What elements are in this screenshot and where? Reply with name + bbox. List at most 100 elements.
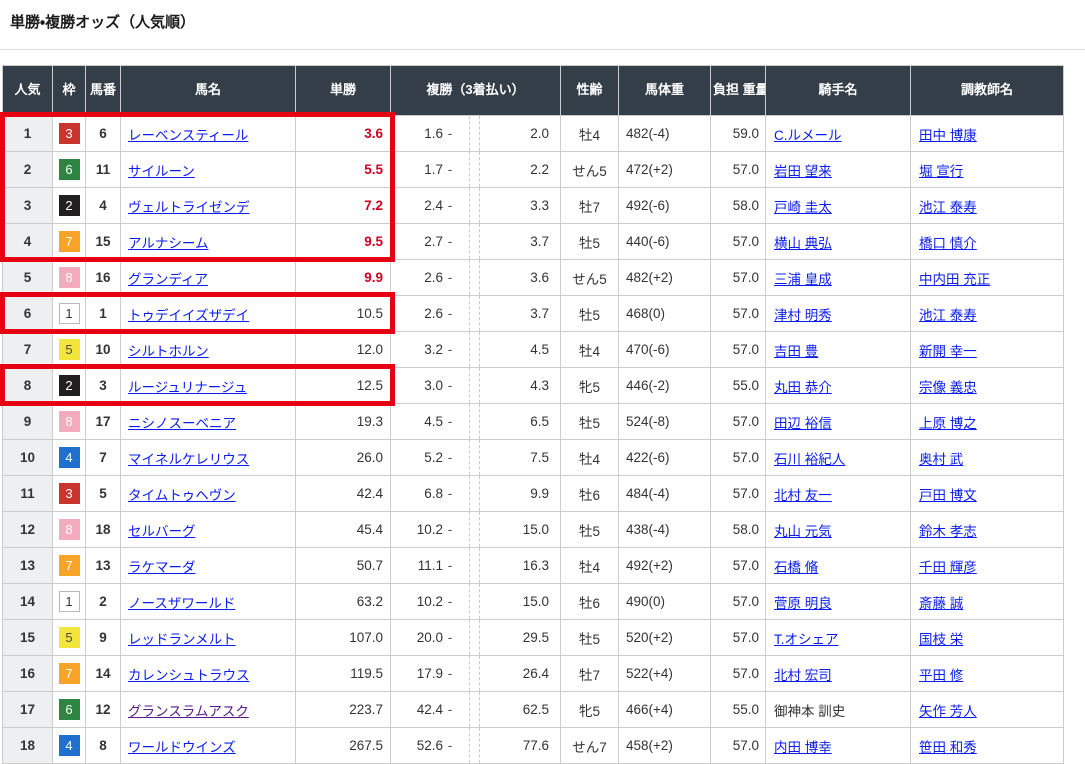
place-odds-max: 3.3	[530, 198, 549, 213]
trainer-link[interactable]: 池江 泰寿	[919, 307, 977, 323]
jockey-link[interactable]: T.オシェア	[774, 631, 839, 647]
horse-name-link[interactable]: アルナシーム	[128, 235, 209, 251]
horse-name-link[interactable]: ルージュリナージュ	[128, 379, 248, 395]
horse-name-link[interactable]: ニシノスーベニア	[128, 415, 236, 431]
frame-number-badge: 8	[58, 267, 80, 288]
horse-name-link[interactable]: シルトホルン	[128, 343, 209, 359]
place-odds-range: 2.7 - 3.7	[392, 224, 560, 259]
frame-number-badge: 4	[58, 447, 80, 468]
rank-cell: 18	[2, 727, 53, 764]
rank-cell: 6	[2, 295, 53, 332]
trainer-link[interactable]: 新開 幸一	[919, 343, 977, 359]
horse-name-link[interactable]: ラケマーダ	[128, 559, 196, 575]
jockey-link[interactable]: 吉田 豊	[774, 343, 819, 359]
horse-name-link[interactable]: ノースザワールド	[128, 595, 236, 611]
jockey-link[interactable]: 岩田 望来	[774, 163, 832, 179]
trainer-link[interactable]: 矢作 芳人	[919, 703, 977, 719]
jockey-link[interactable]: 内田 博幸	[774, 739, 832, 755]
horse-name-link[interactable]: サイルーン	[128, 163, 195, 179]
win-odds-cell: 223.7	[295, 691, 391, 728]
horse-number-value: 11	[95, 162, 111, 177]
trainer-link[interactable]: 田中 博康	[919, 127, 977, 143]
jockey-link[interactable]: 丸田 恭介	[774, 379, 832, 395]
horse-weight-value: 458(+2)	[626, 738, 673, 753]
jockey-link[interactable]: 丸山 元気	[774, 523, 832, 539]
sex-age-cell: せん7	[560, 727, 619, 764]
horse-name-link[interactable]: グランスラムアスク	[128, 703, 249, 719]
horse-number-cell: 12	[85, 691, 121, 728]
jockey-link[interactable]: 石橋 脩	[774, 559, 819, 575]
jockey-link[interactable]: 北村 宏司	[774, 667, 832, 683]
horse-name-link[interactable]: セルバーグ	[128, 523, 196, 539]
horse-weight-value: 470(-6)	[626, 342, 670, 357]
frame-cell: 1	[52, 295, 86, 332]
trainer-link[interactable]: 奥村 武	[919, 451, 964, 467]
trainer-link[interactable]: 中内田 充正	[919, 271, 991, 287]
jockey-link[interactable]: 菅原 明良	[774, 595, 832, 611]
rank-value: 8	[23, 378, 32, 393]
jockey-link[interactable]: C.ルメール	[774, 127, 842, 143]
trainer-link[interactable]: 上原 博之	[919, 415, 977, 431]
horse-weight-cell: 458(+2)	[618, 727, 711, 764]
sex-age-cell: せん5	[560, 259, 619, 296]
impost-cell: 58.0	[710, 511, 766, 548]
horse-name-link[interactable]: ワールドウインズ	[128, 739, 236, 755]
rank-value: 13	[19, 558, 36, 573]
horse-weight-value: 422(-6)	[626, 450, 670, 465]
place-odds-max: 15.0	[522, 594, 549, 609]
jockey-link[interactable]: 津村 明秀	[774, 307, 832, 323]
horse-name-link[interactable]: グランディア	[128, 271, 209, 287]
place-odds-max: 3.6	[530, 270, 549, 285]
table-row: 18 4 8 ワールドウインズ 267.5 52.6 - 77.6 せん7 45…	[2, 727, 1064, 764]
horse-name-link[interactable]: レッドランメルト	[128, 631, 236, 647]
place-odds-range: 3.0 - 4.3	[392, 368, 560, 403]
trainer-link[interactable]: 平田 修	[919, 667, 964, 683]
horse-name-link[interactable]: レーベンスティール	[128, 127, 249, 143]
jockey-link[interactable]: 田辺 裕信	[774, 415, 832, 431]
rank-cell: 12	[2, 511, 53, 548]
jockey-link[interactable]: 北村 友一	[774, 487, 832, 503]
jockey-cell: 三浦 皇成	[765, 259, 911, 296]
trainer-link[interactable]: 橋口 慎介	[919, 235, 977, 251]
trainer-link[interactable]: 堀 宣行	[919, 163, 964, 179]
place-odds-max: 29.5	[522, 630, 549, 645]
horse-name-link[interactable]: ヴェルトライゼンデ	[128, 199, 250, 215]
frame-cell: 7	[52, 655, 86, 692]
trainer-link[interactable]: 宗像 義忠	[919, 379, 977, 395]
table-row: 11 3 5 タイムトゥヘヴン 42.4 6.8 - 9.9 牡6 484(-4…	[2, 475, 1064, 512]
jockey-link[interactable]: 横山 典弘	[774, 235, 832, 251]
trainer-link[interactable]: 国枝 栄	[919, 631, 964, 647]
place-odds-separator: -	[447, 450, 453, 465]
place-odds-range: 5.2 - 7.5	[392, 440, 560, 475]
horse-number-value: 17	[95, 414, 111, 429]
jockey-link[interactable]: 三浦 皇成	[774, 271, 832, 287]
jockey-link[interactable]: 石川 裕紀人	[774, 451, 846, 467]
jockey-link: 御神本 訓史	[774, 703, 846, 719]
impost-value: 57.0	[732, 450, 759, 465]
trainer-link[interactable]: 千田 輝彦	[919, 559, 977, 575]
horse-name-link[interactable]: タイムトゥヘヴン	[128, 487, 236, 503]
rank-value: 18	[19, 738, 36, 753]
rank-cell: 17	[2, 691, 53, 728]
horse-number-value: 16	[95, 270, 111, 285]
trainer-link[interactable]: 斎藤 誠	[919, 595, 964, 611]
place-odds-divider	[469, 656, 480, 691]
table-row: 13 7 13 ラケマーダ 50.7 11.1 - 16.3 牡4 492(+2…	[2, 547, 1064, 584]
place-odds-range: 4.5 - 6.5	[392, 404, 560, 439]
jockey-cell: 菅原 明良	[765, 583, 911, 620]
horse-name-link[interactable]: マイネルケレリウス	[128, 451, 250, 467]
horse-name-link[interactable]: カレンシュトラウス	[128, 667, 250, 683]
trainer-link[interactable]: 鈴木 孝志	[919, 523, 977, 539]
impost-value: 57.0	[732, 306, 759, 321]
frame-number-badge: 5	[58, 627, 80, 648]
frame-number-badge: 6	[58, 699, 80, 720]
jockey-link[interactable]: 戸崎 圭太	[774, 199, 832, 215]
trainer-link[interactable]: 笹田 和秀	[919, 739, 977, 755]
win-odds-cell: 9.9	[295, 259, 391, 296]
place-odds-range: 6.8 - 9.9	[392, 476, 560, 511]
trainer-link[interactable]: 戸田 博文	[919, 487, 977, 503]
horse-name-link[interactable]: トゥデイイズザデイ	[128, 307, 250, 323]
horse-weight-value: 524(-8)	[626, 414, 670, 429]
trainer-link[interactable]: 池江 泰寿	[919, 199, 977, 215]
frame-number-badge: 1	[58, 591, 80, 612]
